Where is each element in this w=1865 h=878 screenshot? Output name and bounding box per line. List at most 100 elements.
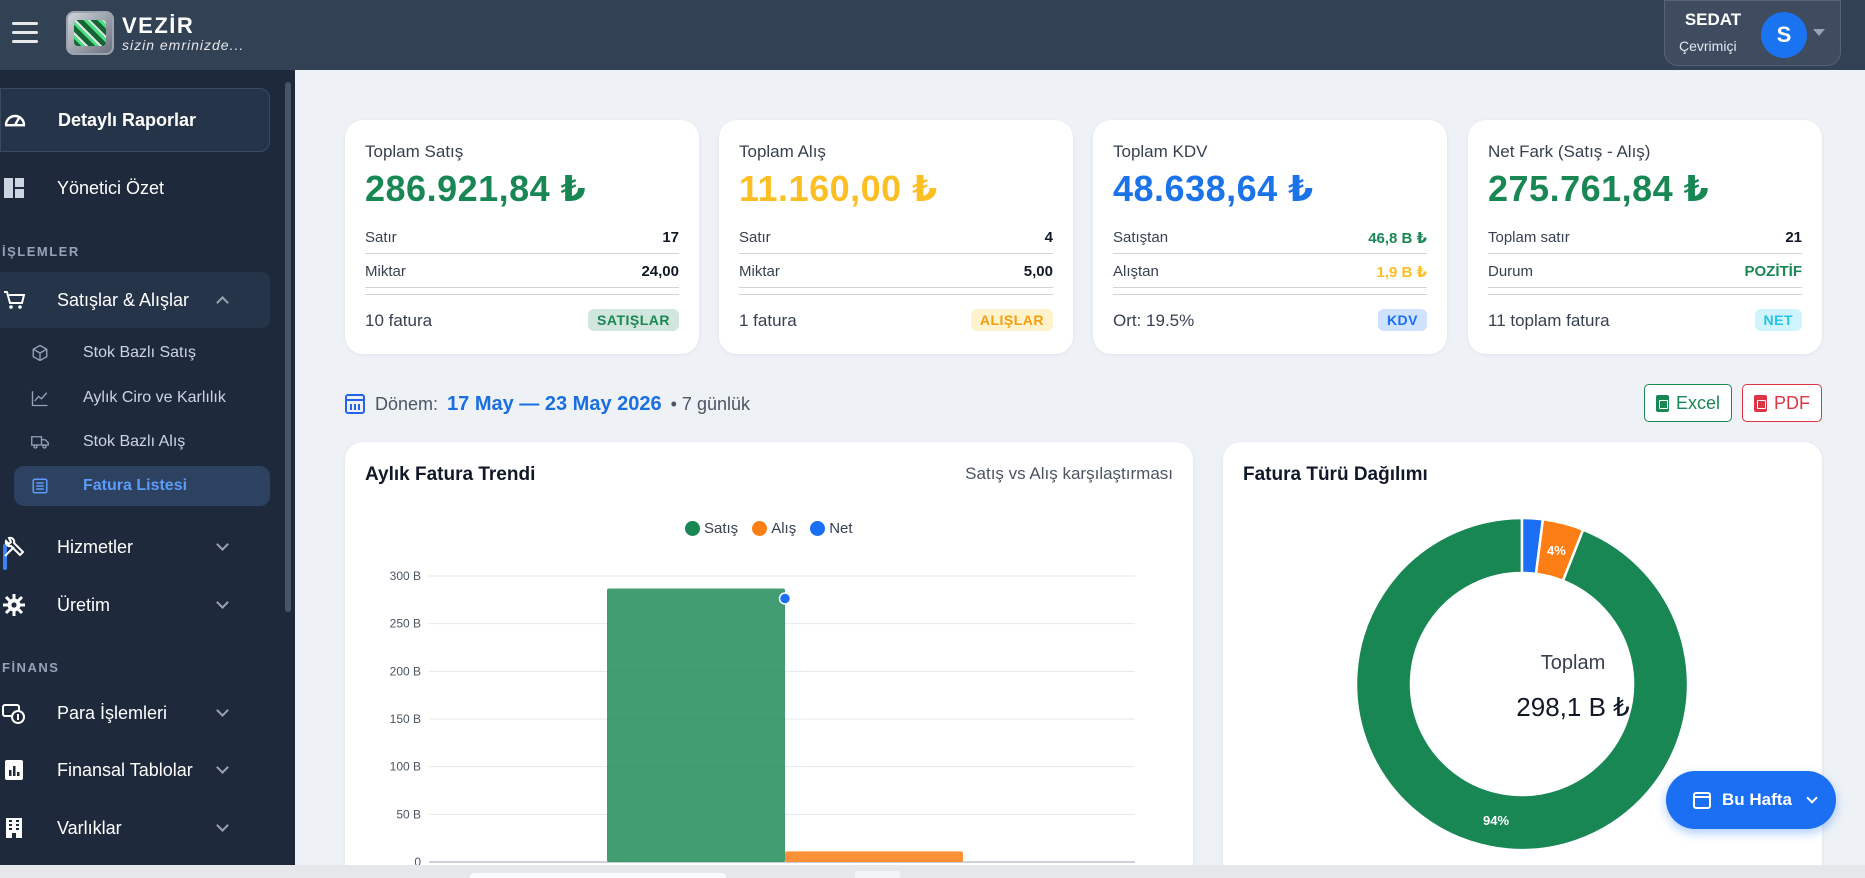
panel-title: Aylık Fatura Trendi [365, 464, 536, 485]
card-row: Durum POZİTİF [1488, 254, 1802, 288]
scroll-thumb[interactable] [285, 82, 291, 612]
sidebar-subitem-fatura-listesi[interactable]: Fatura Listesi [14, 466, 270, 506]
card-value: 275.761,84 ₺ [1488, 168, 1710, 209]
sidebar-item-label: Satışlar & Alışlar [57, 289, 190, 310]
legend-item[interactable]: Alış [752, 520, 796, 537]
summary-card-net: Net Fark (Satış - Alış) 275.761,84 ₺ Top… [1468, 120, 1822, 354]
donut-chart: 94% 4% [1354, 516, 1690, 852]
row-value: 46,8 B ₺ [1368, 230, 1427, 247]
legend-item[interactable]: Net [810, 520, 853, 537]
money-exchange-icon [2, 704, 25, 724]
card-row: Satır 4 [739, 220, 1053, 254]
row-value: 5,00 [1023, 263, 1053, 280]
sidebar-item-label: Üretim [57, 594, 110, 615]
sidebar-item-uretim[interactable]: Üretim [0, 577, 270, 633]
box-icon [32, 344, 48, 362]
section-heading-finans: FİNANS [2, 660, 60, 675]
sidebar: Detaylı Raporlar Yönetici Özet İŞLEMLER … [0, 70, 295, 865]
week-filter-label: Bu Hafta [1722, 790, 1792, 809]
user-menu[interactable]: SEDAT Çevrimiçi S [1664, 0, 1841, 66]
divider [1488, 294, 1802, 295]
caret-down-icon[interactable] [1813, 29, 1825, 36]
legend-marker [685, 521, 700, 536]
brand-logo[interactable] [66, 11, 114, 55]
chevron-down-icon[interactable] [216, 819, 229, 832]
summary-card-kdv: Toplam KDV 48.638,64 ₺ Satıştan 46,8 B ₺ … [1093, 120, 1447, 354]
row-value: 4 [1044, 229, 1053, 246]
legend-marker [752, 521, 768, 536]
donut-slice-net [1520, 516, 1545, 576]
hamburger-menu-icon[interactable] [12, 22, 38, 44]
status-badge: NET [1754, 309, 1802, 331]
row-value: 17 [662, 229, 679, 246]
chevron-down-icon[interactable] [216, 538, 229, 551]
row-key: Satır [739, 229, 771, 246]
panel-subtitle: Satış vs Alış karşılaştırması [965, 464, 1173, 483]
row-key: Alıştan [1113, 263, 1159, 280]
chevron-up-icon[interactable] [216, 296, 229, 309]
row-key: Satır [365, 229, 397, 246]
donut-slice-label: 94% [1483, 813, 1509, 828]
status-badge: KDV [1377, 309, 1427, 331]
donut-chart-panel: Fatura Türü Dağılımı 94% 4% Toplam 298,1 … [1223, 442, 1822, 878]
y-tick-label: 0 [414, 855, 421, 869]
legend-label: Net [829, 520, 853, 537]
top-bar: VEZİR sizin emrinizde... SEDAT Çevrimiçi… [0, 0, 1865, 70]
net-point [778, 592, 792, 605]
legend-label: Satış [704, 520, 739, 537]
row-value: 1,9 B ₺ [1376, 264, 1427, 281]
donut-center-value: 298,1 B ₺ [1516, 692, 1630, 722]
pdf-button-label: PDF [1774, 392, 1810, 413]
sidebar-subitem-stok-bazli-satis[interactable]: Stok Bazlı Satış [14, 333, 270, 373]
active-indicator [3, 544, 7, 570]
section-heading-islemler: İŞLEMLER [2, 244, 80, 259]
donut-slice-label: 4% [1547, 543, 1566, 558]
week-filter-button[interactable]: Bu Hafta [1666, 771, 1836, 829]
sidebar-item-detayli-raporlar[interactable]: Detaylı Raporlar [0, 88, 270, 152]
card-title: Toplam KDV [1113, 142, 1208, 161]
card-row: Miktar 5,00 [739, 254, 1053, 288]
card-row: Satır 17 [365, 220, 679, 254]
chevron-down-icon[interactable] [216, 596, 229, 609]
period-range[interactable]: 17 May — 23 May 2026 [447, 392, 662, 415]
chevron-down-icon[interactable] [216, 761, 229, 774]
sidebar-subitem-label: Fatura Listesi [83, 477, 188, 494]
period-bar: Dönem: 17 May — 23 May 2026 • 7 günlük [345, 390, 750, 418]
row-value: 21 [1785, 229, 1802, 246]
status-badge: ALIŞLAR [970, 309, 1053, 331]
sidebar-subitem-aylik-ciro[interactable]: Aylık Ciro ve Karlılık [14, 378, 270, 418]
period-label: Dönem: [375, 393, 439, 414]
brand-tagline: sizin emrinizde... [122, 37, 245, 53]
bottom-strip [0, 865, 1865, 878]
chevron-down-icon[interactable] [216, 704, 229, 717]
sidebar-item-varliklar[interactable]: Varlıklar [0, 800, 270, 856]
truck-icon [31, 436, 49, 449]
card-footer: 11 toplam fatura [1488, 311, 1610, 330]
sidebar-item-yonetici-ozet[interactable]: Yönetici Özet [0, 160, 270, 216]
sidebar-scrollbar[interactable] [284, 72, 292, 862]
card-title: Toplam Satış [365, 142, 464, 161]
sidebar-item-hizmetler[interactable]: Hizmetler [0, 519, 270, 575]
calendar-icon [1693, 791, 1711, 809]
row-key: Miktar [739, 263, 780, 280]
excel-export-button[interactable]: Excel [1644, 384, 1732, 422]
sidebar-item-finansal-tablolar[interactable]: Finansal Tablolar [0, 742, 270, 798]
user-name: SEDAT [1684, 10, 1742, 29]
row-value: POZİTİF [1744, 263, 1803, 280]
card-value: 286.921,84 ₺ [365, 168, 587, 209]
sidebar-item-label: Yönetici Özet [57, 177, 165, 198]
card-row: Satıştan 46,8 B ₺ [1113, 220, 1427, 254]
card-title: Toplam Alış [739, 142, 826, 161]
legend-item[interactable]: Satış [685, 520, 738, 537]
pdf-export-button[interactable]: PDF [1742, 384, 1822, 422]
sidebar-item-para-islemleri[interactable]: Para İşlemleri [0, 685, 270, 741]
row-key: Toplam satır [1488, 229, 1570, 246]
sidebar-item-satislar-alislar[interactable]: Satışlar & Alışlar [0, 272, 270, 328]
sidebar-subitem-stok-bazli-alis[interactable]: Stok Bazlı Alış [14, 422, 270, 462]
summary-card-alis: Toplam Alış 11.160,00 ₺ Satır 4 Miktar 5,0… [719, 120, 1073, 354]
excel-file-icon [1655, 394, 1669, 412]
panel-title: Fatura Türü Dağılımı [1243, 464, 1428, 485]
sidebar-item-label: Hizmetler [57, 536, 134, 557]
avatar[interactable]: S [1761, 12, 1807, 58]
sidebar-item-label: Para İşlemleri [57, 702, 168, 723]
